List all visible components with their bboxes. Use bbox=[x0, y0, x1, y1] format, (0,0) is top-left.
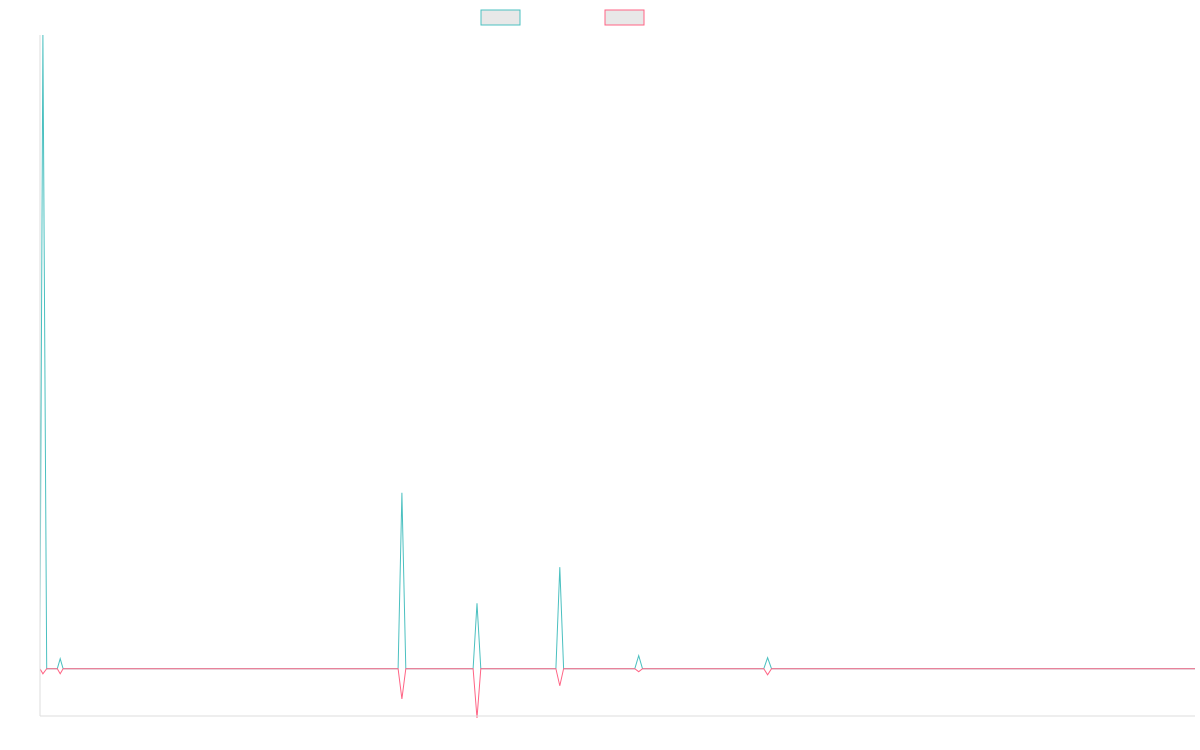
series-line-2 bbox=[39, 668, 1195, 719]
legend-swatch-2[interactable] bbox=[604, 9, 645, 26]
plot-area bbox=[39, 34, 1195, 719]
legend[interactable] bbox=[480, 9, 645, 26]
legend-swatch-1[interactable] bbox=[480, 9, 521, 26]
series-line-1 bbox=[39, 34, 1195, 670]
axes bbox=[39, 35, 1195, 717]
